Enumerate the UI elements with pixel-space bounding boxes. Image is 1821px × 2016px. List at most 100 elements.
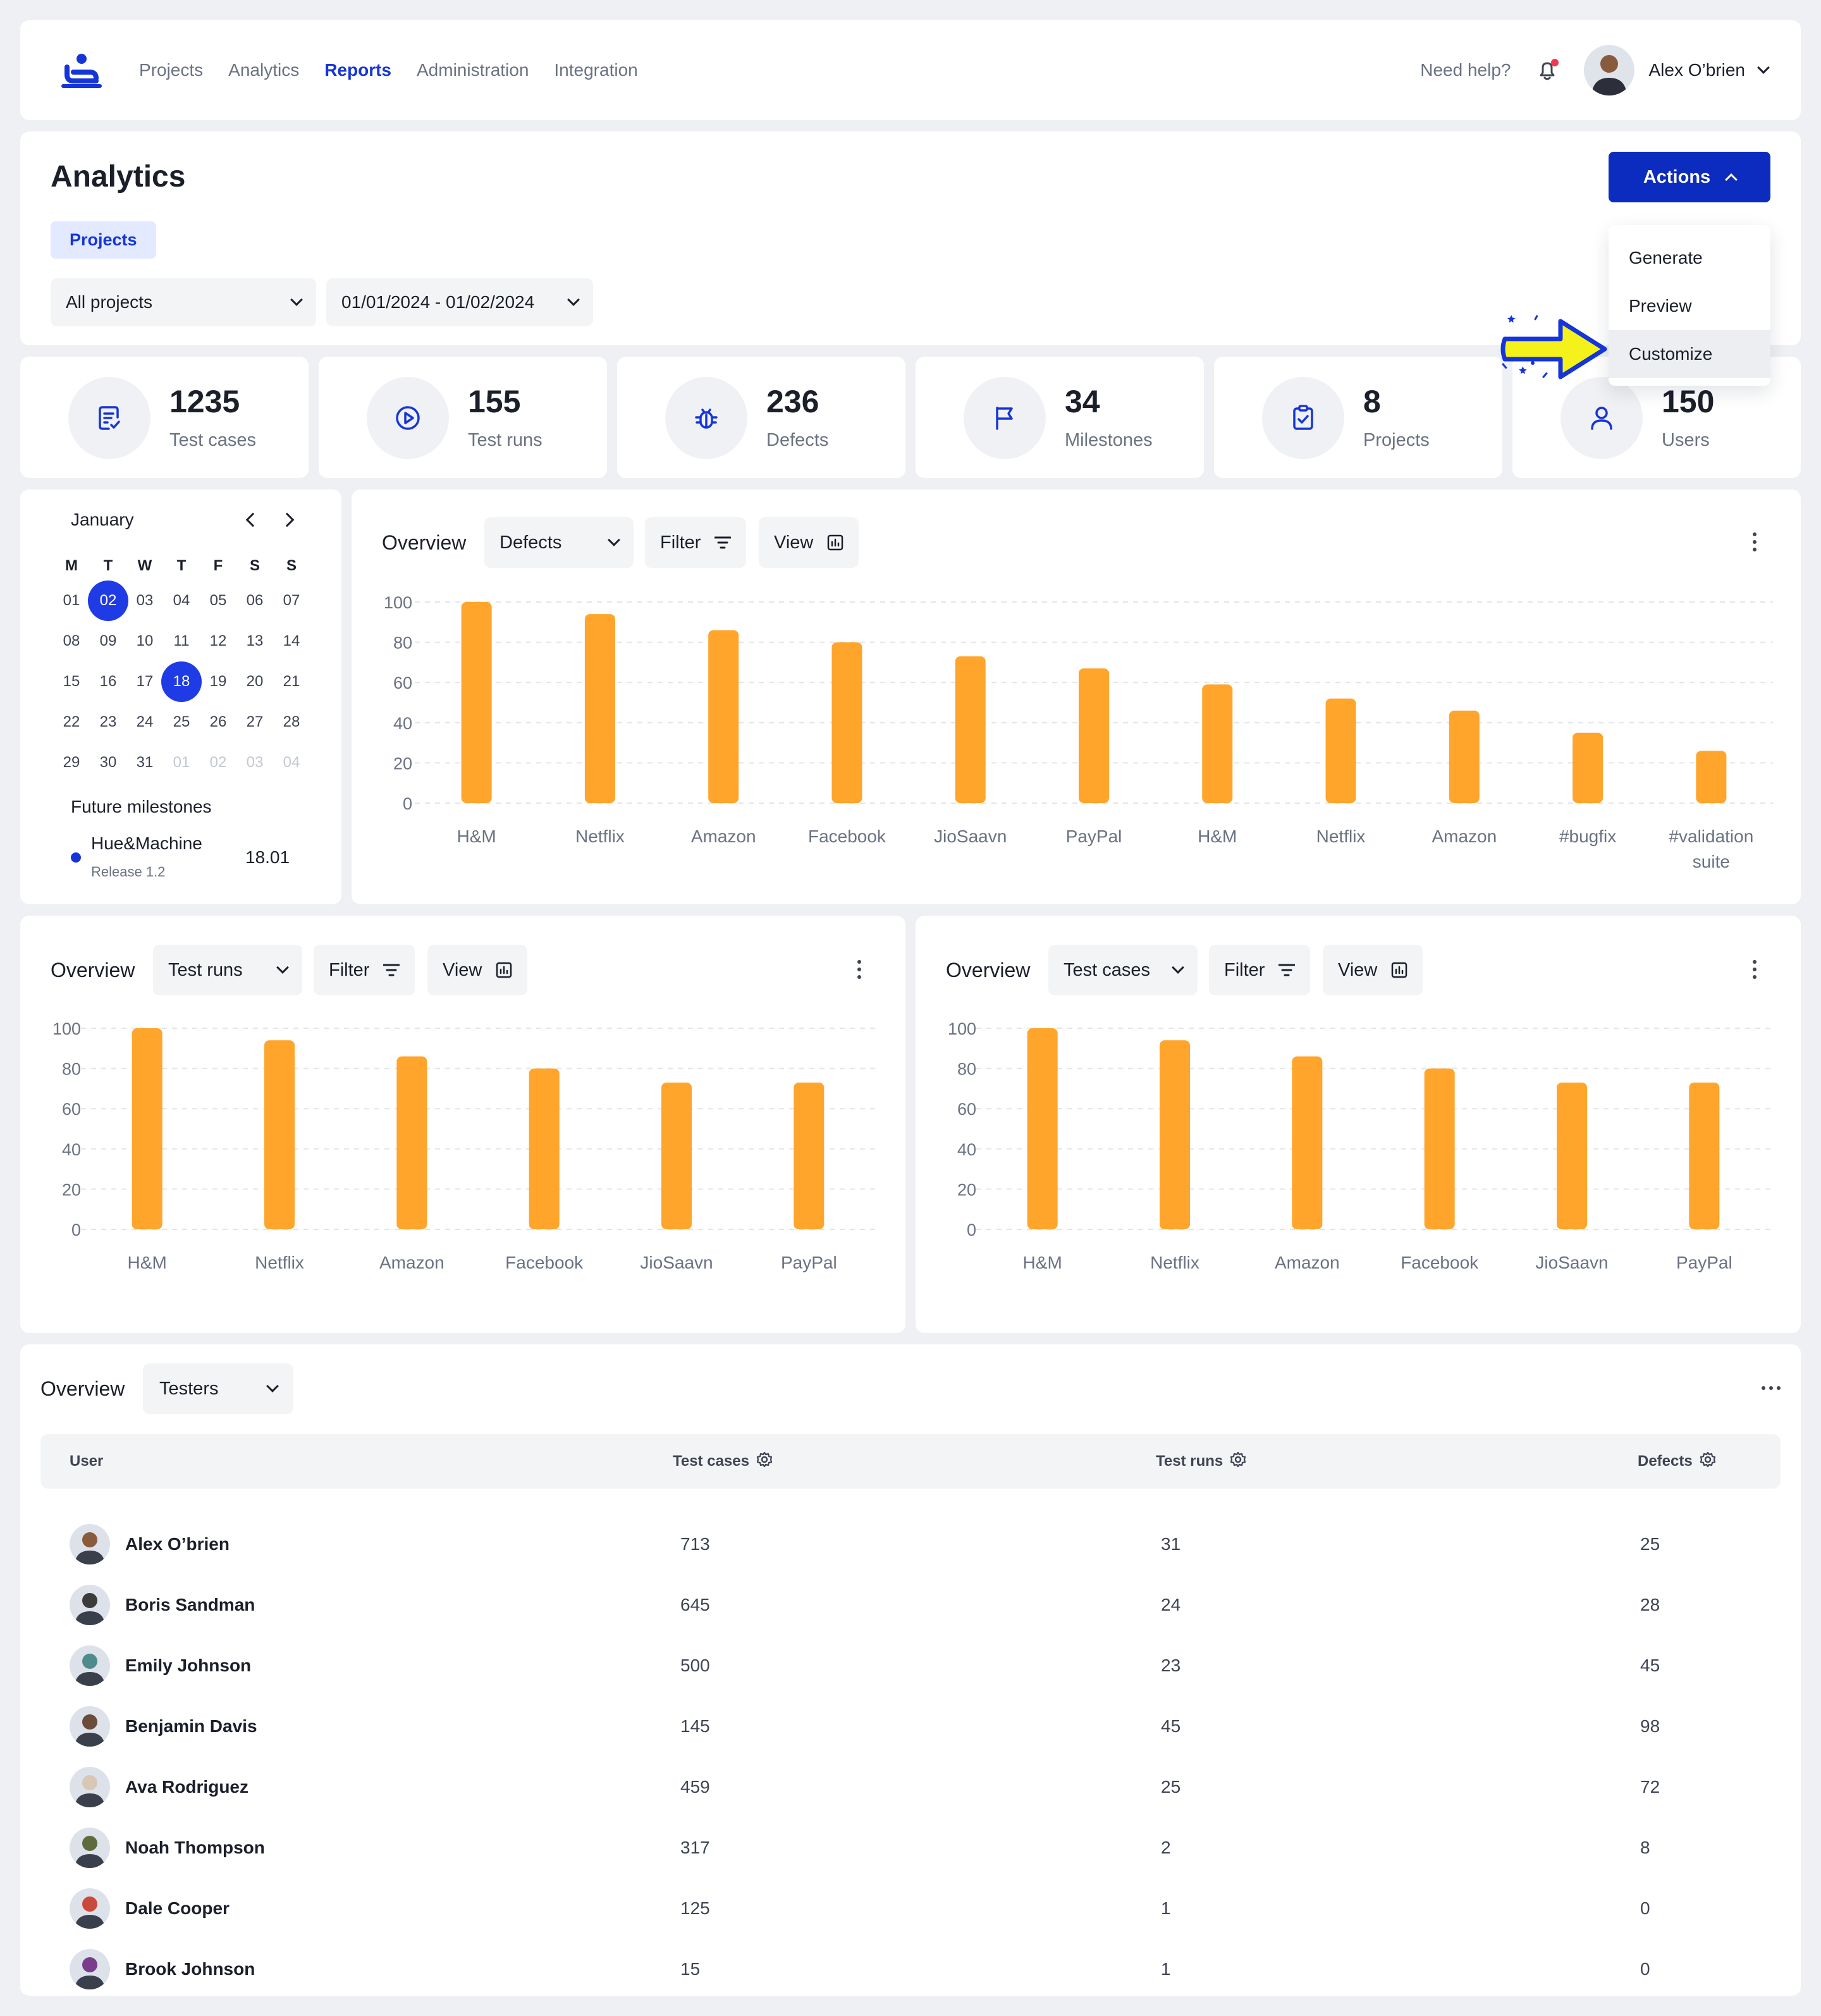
calendar-day[interactable]: 25 [163,702,200,742]
bar[interactable] [1160,1040,1190,1229]
project-select[interactable]: All projects [51,278,316,326]
calendar-day[interactable]: 29 [53,742,90,783]
bar[interactable] [1079,668,1109,803]
date-range-select[interactable]: 01/01/2024 - 01/02/2024 [326,278,593,326]
nav-link-reports[interactable]: Reports [324,60,391,80]
calendar-day[interactable]: 11 [163,621,200,661]
bar[interactable] [794,1082,825,1229]
notification-bell-icon[interactable] [1535,58,1560,83]
calendar-day[interactable]: 23 [90,702,126,742]
bar[interactable] [831,642,862,803]
calendar-day-selected[interactable]: 18 [161,661,202,702]
app-logo[interactable] [61,53,102,89]
column-header-test-cases[interactable]: Test cases [673,1434,773,1489]
calendar-day[interactable]: 09 [90,621,126,661]
more-options-icon[interactable] [1753,960,1758,979]
stat-card-milestones[interactable]: 34 Milestones [916,357,1204,478]
calendar-day[interactable]: 15 [53,661,90,702]
menu-item-preview[interactable]: Preview [1629,296,1692,316]
bar[interactable] [955,656,986,803]
bar[interactable] [1689,1082,1720,1229]
bar[interactable] [1557,1082,1587,1229]
stat-card-defects[interactable]: 236 Defects [617,357,905,478]
user-menu[interactable]: Alex O’brien [1584,45,1770,95]
menu-item-generate[interactable]: Generate [1629,248,1703,267]
bar[interactable] [708,630,739,803]
calendar-day[interactable]: 10 [126,621,163,661]
projects-tag[interactable]: Projects [51,221,156,259]
gear-icon[interactable] [1229,1451,1247,1473]
bar[interactable] [396,1056,427,1229]
calendar-day-selected[interactable]: 02 [88,581,128,621]
bar[interactable] [1424,1068,1455,1229]
bar[interactable] [1696,751,1727,803]
calendar-day[interactable]: 24 [126,702,163,742]
need-help-link[interactable]: Need help? [1420,60,1511,80]
stat-card-test-cases[interactable]: 1235 Test cases [20,357,309,478]
table-row[interactable]: Alex O’brien 713 31 25 [40,1514,1781,1575]
calendar-day[interactable]: 26 [200,702,236,742]
bar[interactable] [1027,1028,1058,1229]
stat-card-projects[interactable]: 8 Projects [1214,357,1502,478]
calendar-day[interactable]: 12 [200,621,236,661]
calendar-day[interactable]: 30 [90,742,126,783]
calendar-day[interactable]: 01 [163,742,200,783]
calendar-day[interactable]: 02 [200,742,236,783]
more-options-icon[interactable] [857,960,862,979]
actions-button[interactable]: Actions [1609,152,1770,202]
calendar-day[interactable]: 16 [90,661,126,702]
filter-button[interactable]: Filter [645,517,747,568]
calendar-day[interactable]: 28 [273,702,310,742]
view-button[interactable]: View [427,945,528,995]
bar[interactable] [1573,732,1603,803]
calendar-day[interactable]: 20 [236,661,273,702]
nav-link-administration[interactable]: Administration [417,60,529,80]
view-button[interactable]: View [759,517,859,568]
table-row[interactable]: Boris Sandman 645 24 28 [40,1575,1781,1635]
bar[interactable] [584,614,615,803]
stat-card-test-runs[interactable]: 155 Test runs [319,357,607,478]
calendar-day[interactable]: 13 [236,621,273,661]
more-options-icon[interactable] [1753,532,1758,551]
filter-button[interactable]: Filter [314,945,415,995]
gear-icon[interactable] [756,1451,773,1473]
bar[interactable] [1202,684,1233,803]
bar[interactable] [1449,710,1480,803]
testers-select[interactable]: Testers [143,1363,293,1414]
chevron-right-icon[interactable] [279,512,295,527]
calendar-day[interactable]: 03 [126,581,163,621]
bar[interactable] [132,1028,162,1229]
calendar-day[interactable]: 08 [53,621,90,661]
milestone-name[interactable]: Hue&Machine [91,833,202,853]
table-row[interactable]: Ava Rodriguez 459 25 72 [40,1757,1781,1817]
table-row[interactable]: Noah Thompson 317 2 8 [40,1817,1781,1878]
view-button[interactable]: View [1323,945,1423,995]
nav-link-integration[interactable]: Integration [554,60,638,80]
calendar-day[interactable]: 27 [236,702,273,742]
bar[interactable] [661,1082,692,1229]
calendar-day[interactable]: 06 [236,581,273,621]
calendar-day[interactable]: 04 [163,581,200,621]
table-row[interactable]: Benjamin Davis 145 45 98 [40,1696,1781,1757]
calendar-day[interactable]: 22 [53,702,90,742]
calendar-day[interactable]: 01 [53,581,90,621]
chart-type-select[interactable]: Test runs [153,945,302,995]
calendar-day[interactable]: 07 [273,581,310,621]
bar[interactable] [1325,698,1356,803]
calendar-day[interactable]: 04 [273,742,310,783]
chart-type-select[interactable]: Test cases [1048,945,1198,995]
menu-item-customize[interactable]: Customize [1609,330,1770,378]
nav-link-projects[interactable]: Projects [139,60,204,80]
more-options-icon[interactable] [1762,1386,1781,1390]
bar[interactable] [1292,1056,1323,1229]
calendar-day[interactable]: 19 [200,661,236,702]
bar[interactable] [264,1040,295,1229]
calendar-day[interactable]: 31 [126,742,163,783]
table-row[interactable]: Dale Cooper 125 1 0 [40,1878,1781,1939]
column-header-defects[interactable]: Defects [1638,1434,1717,1489]
table-row[interactable]: Brook Johnson 15 1 0 [40,1939,1781,2000]
chevron-left-icon[interactable] [245,512,261,527]
gear-icon[interactable] [1699,1451,1717,1473]
calendar-day[interactable]: 21 [273,661,310,702]
calendar-day[interactable]: 05 [200,581,236,621]
